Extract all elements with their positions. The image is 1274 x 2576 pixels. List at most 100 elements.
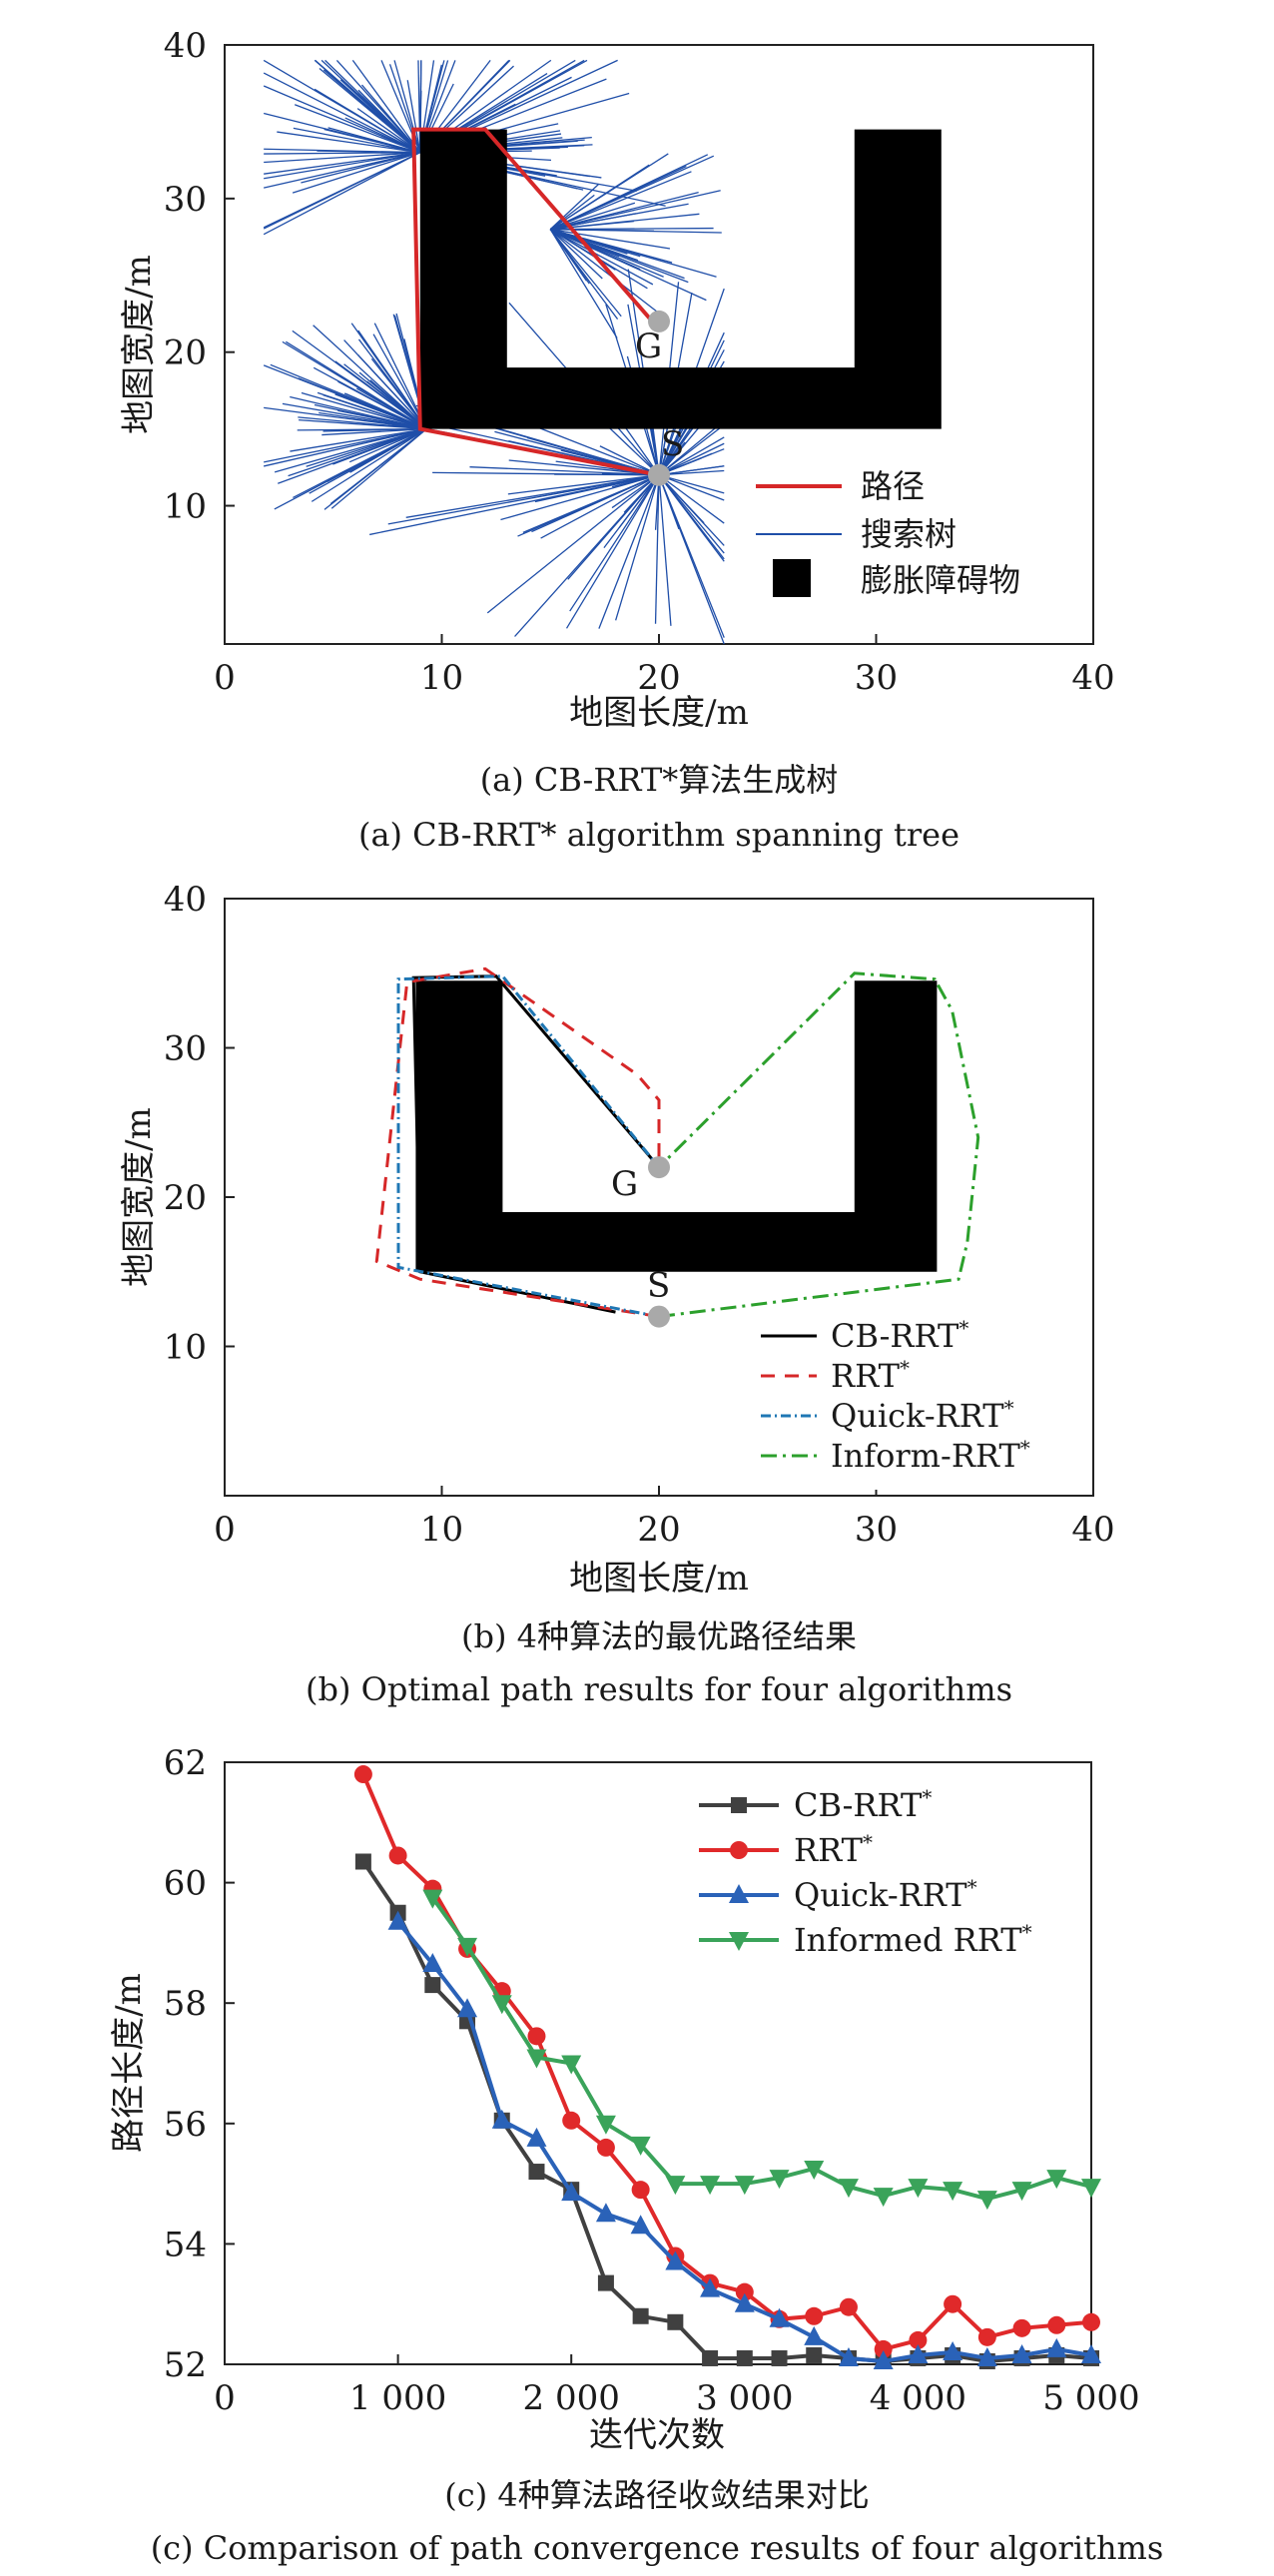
legend-label-path: 路径 [861,467,925,505]
data-point [943,2182,963,2202]
goal-label: G [635,326,662,366]
axis-ticks: 0 10 20 30 40 10 20 30 40 [164,880,1115,1550]
tree-edge [264,152,420,164]
data-point [422,1889,443,1909]
tree-edge [549,183,600,231]
tree-edge [550,227,714,231]
tree-edge [321,427,427,436]
tree-edge [264,427,427,467]
x-tick-label: 10 [420,658,463,698]
tree-edge [658,474,725,494]
data-point [908,2179,929,2199]
data-point [526,2127,547,2147]
tree-edge [299,419,427,430]
path-line [657,971,980,1319]
tree-edge [658,448,725,476]
tree-edge [290,427,427,452]
legend-superscript: * [1020,1436,1030,1460]
y-tick-label: 30 [164,1029,207,1069]
x-axis-label: 迭代次数 [589,2415,725,2455]
tree-edge [263,152,421,236]
path-line [396,974,661,1319]
data-point [839,2297,858,2316]
series-line [361,1773,1092,2352]
tree-edge [348,428,427,463]
legend-label: Inform-RRT* [831,1436,1030,1475]
y-tick-label: 10 [164,487,207,527]
data-point [1081,2179,1101,2199]
tree-edge [550,192,699,231]
tree-edge [550,202,636,231]
data-point [631,2181,650,2200]
data-point [730,1841,748,1859]
data-point [1047,2315,1066,2334]
legend-label: CB-RRT* [794,1785,932,1824]
legend-label: Quick-RRT* [794,1875,977,1914]
x-tick-label: 40 [1071,658,1114,698]
y-axis-label: 地图宽度/m [119,1107,159,1287]
data-point [805,2306,824,2325]
data-point [596,2138,615,2157]
tree-edge [337,409,427,430]
tree-edge [387,474,660,525]
tree-edge [274,427,427,473]
data-point [804,2161,825,2181]
tree-edge [334,393,427,430]
y-tick-label: 30 [164,180,207,220]
data-point [700,2176,721,2196]
legend-superscript: * [922,1785,932,1809]
x-tick-label: 10 [420,1510,463,1550]
start-label: S [647,1266,670,1306]
tree-edge [658,474,725,562]
tree-edge [658,474,672,626]
x-axis-label: 地图长度/m [569,1559,749,1599]
data-point [665,2176,686,2196]
data-point [976,2191,997,2211]
axis-ticks: 0 10 20 30 40 10 20 30 40 [164,26,1115,698]
tree-edge [264,152,420,180]
inflated-obstacle [419,129,942,429]
x-tick-label: 30 [855,658,898,698]
tree-edge [344,117,421,154]
tree-edge [658,436,725,476]
x-tick-label: 5 000 [1042,2378,1139,2418]
tree-edge [565,474,660,629]
tree-edge [603,474,660,549]
legend-label: CB-RRT* [831,1316,968,1355]
y-tick-label: 20 [164,333,207,373]
path-line [411,127,661,477]
panel-c-convergence: 0 1 000 2 000 3 000 4 000 5 000 52 54 56 58 60 62 C… [109,1743,1163,2567]
caption-cn: (a) CB-RRT*算法生成树 [480,761,839,799]
data-point [630,2136,651,2156]
legend-superscript: * [967,1875,977,1899]
x-tick-label: 0 [214,2378,236,2418]
legend-superscript: * [863,1830,873,1854]
y-tick-label: 58 [164,1984,207,2024]
data-point [527,2027,546,2046]
tree-edge [323,428,427,510]
tree-edge [658,474,725,645]
plot-frame [224,1761,1092,2365]
data-point [731,1797,747,1813]
x-tick-label: 0 [214,658,236,698]
data-point [526,2049,547,2069]
x-tick-label: 1 000 [349,2378,446,2418]
data-point [977,2327,996,2346]
path-series [374,966,980,1319]
tree-edge [351,60,421,154]
data-point [597,2274,614,2291]
y-tick-label: 10 [164,1328,207,1368]
y-tick-label: 20 [164,1178,207,1218]
axis-ticks: 0 1 000 2 000 3 000 4 000 5 000 52 54 56 58 60 62 [164,1743,1140,2418]
tree-edge [264,152,420,175]
data-point [908,2343,929,2363]
x-tick-label: 2 000 [523,2378,620,2418]
data-point [944,2294,962,2313]
tree-edge [567,474,660,580]
tree-edge [550,229,685,280]
tree-edge [315,59,421,154]
data-point [387,1910,408,1930]
data-point [424,1977,441,1994]
tree-edge [549,229,588,282]
